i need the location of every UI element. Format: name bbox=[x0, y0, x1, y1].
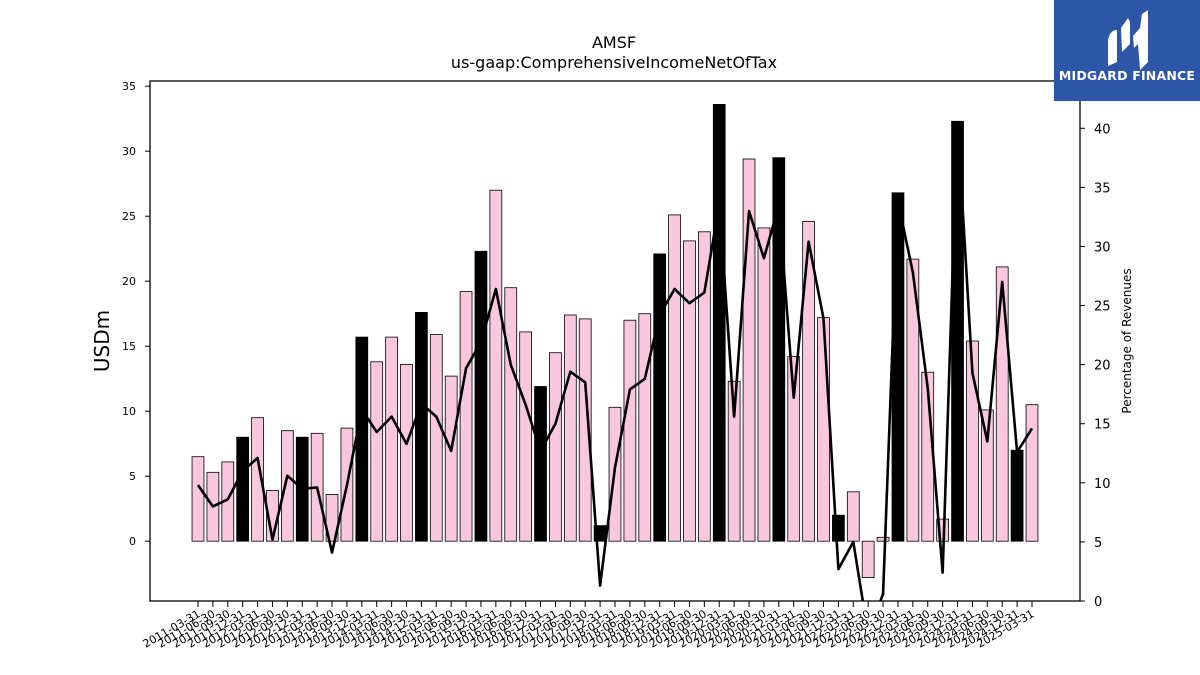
y2-tick-label: 25 bbox=[1094, 300, 1111, 315]
bar bbox=[698, 231, 711, 542]
bar bbox=[429, 334, 443, 542]
y-tick-label: 35 bbox=[122, 80, 136, 93]
bar bbox=[191, 456, 205, 542]
bar bbox=[727, 380, 741, 542]
bar bbox=[653, 253, 667, 542]
y-tick-label: 0 bbox=[129, 535, 136, 548]
y2-tick-label: 15 bbox=[1094, 418, 1111, 433]
bar bbox=[891, 192, 905, 542]
bar bbox=[980, 409, 994, 542]
bar bbox=[787, 356, 801, 542]
bar bbox=[355, 336, 369, 542]
bar bbox=[995, 266, 1009, 542]
bar bbox=[1010, 449, 1024, 542]
y2-axis-label: Percentage of Revenues bbox=[1120, 268, 1134, 413]
bar bbox=[400, 363, 413, 542]
bar bbox=[563, 314, 577, 542]
y2-tick-label: 30 bbox=[1094, 240, 1111, 255]
bar bbox=[668, 214, 681, 542]
bar bbox=[832, 514, 845, 542]
y-tick-label: 15 bbox=[122, 340, 136, 353]
bar bbox=[623, 319, 637, 542]
y-tick-label: 20 bbox=[122, 275, 136, 288]
bar bbox=[578, 318, 592, 542]
bar bbox=[861, 540, 875, 579]
bar bbox=[489, 189, 503, 542]
bar bbox=[846, 491, 860, 542]
y2-tick-label: 20 bbox=[1094, 359, 1111, 374]
bar bbox=[251, 417, 264, 542]
y-tick-label: 10 bbox=[122, 405, 136, 418]
y2-tick-label: 0 bbox=[1094, 595, 1102, 610]
bar bbox=[459, 291, 473, 542]
y2-tick-label: 10 bbox=[1094, 477, 1111, 492]
bar bbox=[772, 157, 786, 542]
bar bbox=[534, 386, 547, 542]
y-tick-label: 25 bbox=[122, 210, 136, 223]
bar bbox=[876, 536, 890, 542]
bar bbox=[370, 361, 384, 542]
bar bbox=[1025, 404, 1039, 542]
bars-group bbox=[191, 104, 1039, 579]
x-axis-ticks: 2011-03-312011-06-302011-09-302011-12-31… bbox=[141, 601, 1037, 651]
chart-title: AMSF bbox=[592, 33, 636, 52]
bar bbox=[519, 331, 533, 542]
ratio-line bbox=[196, 121, 1034, 601]
bar bbox=[742, 158, 756, 542]
chart-subtitle: us-gaap:ComprehensiveIncomeNetOfTax bbox=[451, 53, 777, 72]
bar bbox=[966, 340, 979, 542]
bar bbox=[504, 287, 518, 542]
bar bbox=[802, 220, 815, 542]
bar bbox=[325, 493, 339, 542]
bar bbox=[757, 227, 771, 542]
y2-tick-label: 35 bbox=[1094, 181, 1111, 196]
bar bbox=[683, 240, 696, 542]
bar bbox=[236, 436, 250, 542]
bar bbox=[906, 258, 920, 542]
bar bbox=[549, 352, 562, 542]
right-axis-ticks: 0 5 10 15 20 25 30 35 40 bbox=[1080, 122, 1111, 610]
logo-text: MIDGARD FINANCE bbox=[1058, 68, 1196, 83]
bar bbox=[638, 313, 652, 542]
left-axis-ticks: 0 5 10 15 20 25 30 35 bbox=[122, 80, 150, 548]
midgard-m-icon bbox=[1108, 10, 1148, 70]
y2-tick-label: 40 bbox=[1094, 122, 1111, 137]
ratio-line-group bbox=[196, 121, 1034, 601]
bar bbox=[280, 430, 294, 542]
bar bbox=[474, 250, 488, 542]
bar bbox=[385, 336, 398, 542]
y2-tick-label: 5 bbox=[1094, 536, 1102, 551]
midgard-finance-logo: MIDGARD FINANCE bbox=[1054, 0, 1200, 101]
bar bbox=[712, 104, 726, 542]
y-tick-label: 5 bbox=[129, 470, 136, 483]
y-axis-label: USDm bbox=[90, 310, 114, 372]
bar bbox=[415, 311, 428, 542]
bar bbox=[444, 375, 458, 542]
bar bbox=[817, 317, 830, 542]
y-tick-label: 30 bbox=[122, 145, 136, 158]
